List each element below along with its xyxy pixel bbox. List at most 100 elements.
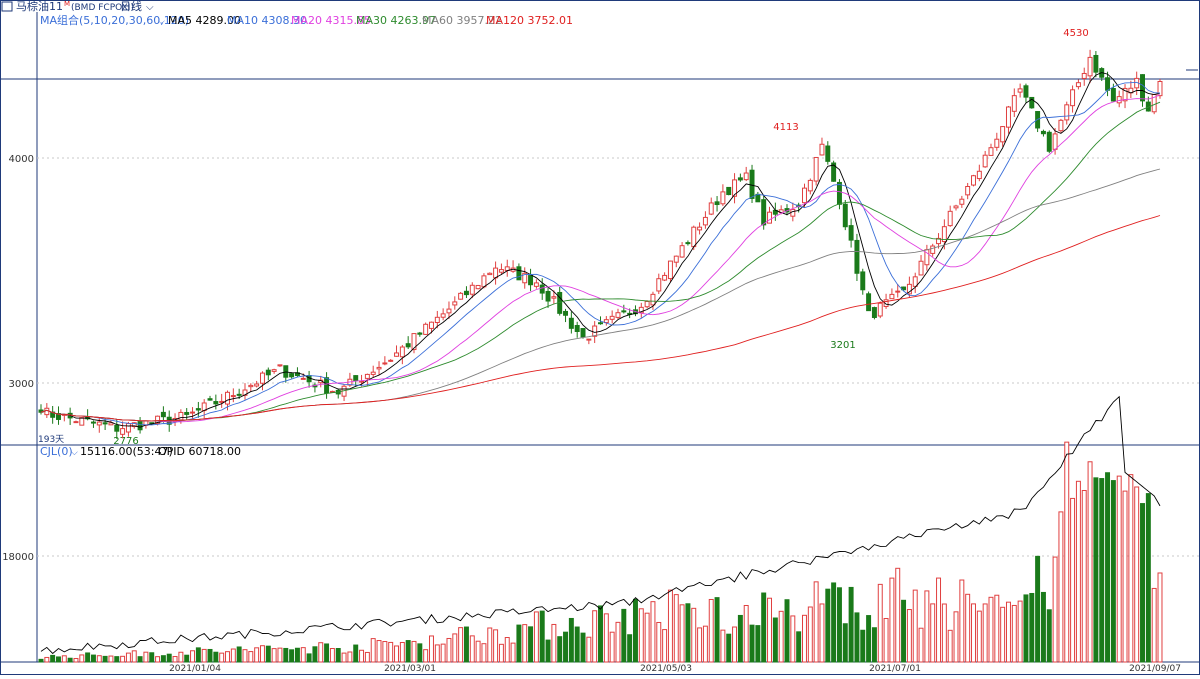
volume-bar <box>609 631 615 663</box>
volume-bar <box>364 651 370 663</box>
window-icon[interactable] <box>1 1 13 12</box>
candle-body <box>493 267 499 279</box>
candle-body <box>1064 104 1070 121</box>
period-selector[interactable]: 日线 <box>120 0 142 13</box>
candle-body <box>1081 72 1087 79</box>
candle-body <box>184 411 190 415</box>
volume-bar <box>481 643 487 663</box>
candle-body <box>976 170 982 180</box>
volume-bar <box>831 582 837 663</box>
volume-bar <box>1075 480 1081 663</box>
candle <box>1000 126 1006 147</box>
candle-body <box>941 226 947 243</box>
candle <box>982 150 988 168</box>
chevron-down-icon[interactable]: ⌵ <box>146 2 154 13</box>
candle-body <box>598 322 603 325</box>
candle <box>376 361 382 375</box>
candle <box>382 356 388 366</box>
candle <box>598 316 603 325</box>
candle-body <box>866 293 872 312</box>
volume-bar <box>1046 609 1052 663</box>
candle <box>609 310 615 324</box>
volume-bar <box>271 648 277 663</box>
volume-bar <box>458 627 464 663</box>
instrument-superscript: M <box>64 0 70 8</box>
cjl-dropdown-icon[interactable]: ⌵ <box>71 448 78 458</box>
volume-bar <box>714 597 720 663</box>
candle <box>207 395 213 401</box>
volume-bar <box>190 650 196 663</box>
candle <box>50 405 56 424</box>
ma-group-label[interactable]: MA组合(5,10,20,30,60,120) <box>40 13 189 27</box>
candle-body <box>481 275 487 288</box>
candle-body <box>1075 82 1081 88</box>
volume-bar <box>487 627 493 663</box>
candle <box>994 132 1000 151</box>
candle-body <box>289 373 295 378</box>
date-tick-0503: 2021/05/03 <box>640 664 692 674</box>
volume-bar <box>108 655 114 663</box>
volume-bar <box>574 626 580 663</box>
volume-bar <box>353 644 359 663</box>
volume-bar <box>953 611 959 663</box>
candle-body <box>102 422 108 425</box>
candle-body <box>574 324 580 332</box>
candle <box>248 383 254 393</box>
volume-bar <box>1064 441 1070 663</box>
candle <box>702 211 708 229</box>
candle <box>871 306 877 320</box>
candle-body <box>50 411 56 418</box>
volume-bar <box>737 614 743 663</box>
candle <box>289 372 295 379</box>
candle <box>1046 130 1052 154</box>
volume-bar <box>1029 592 1035 663</box>
volume-bar <box>994 594 1000 663</box>
candle-body <box>90 421 96 424</box>
candle-body <box>219 400 225 403</box>
ma-dropdown-icon[interactable]: ⌵ <box>158 17 165 27</box>
candle-body <box>56 413 61 420</box>
candle <box>353 375 359 387</box>
volume-bar <box>1017 600 1023 663</box>
candle-body <box>498 269 504 273</box>
volume-bar <box>796 631 802 663</box>
volume-bar <box>615 621 621 663</box>
volume-bar <box>778 610 784 663</box>
volume-bar <box>883 617 889 663</box>
volume-bar <box>848 586 854 663</box>
candle-body <box>230 395 236 398</box>
volume-bar <box>685 603 691 663</box>
volume-bar <box>329 648 335 663</box>
candle <box>417 331 423 337</box>
candle <box>732 173 738 204</box>
candle-body <box>580 328 586 338</box>
volume-bar <box>784 599 790 663</box>
date-tick-0701: 2021/07/01 <box>869 664 921 674</box>
volume-bar <box>720 629 726 663</box>
candle-body <box>434 316 440 324</box>
candle <box>586 338 592 345</box>
candle-body <box>487 272 493 276</box>
ma30-label: MA30 4263.97 <box>356 14 436 27</box>
candle-body <box>836 181 842 205</box>
volume-bar <box>1110 480 1116 663</box>
candle <box>434 310 440 329</box>
candle <box>423 322 429 335</box>
candle-body <box>883 299 889 307</box>
candle <box>825 141 831 165</box>
candle <box>195 401 201 418</box>
cjl-label[interactable]: CJL(0) <box>40 445 73 458</box>
candle-body <box>609 315 615 320</box>
candle-body <box>615 312 621 318</box>
volume-bar <box>598 605 603 663</box>
volume-bar <box>592 610 598 663</box>
candle-body <box>807 179 813 192</box>
candle-body <box>708 202 714 215</box>
volume-bar <box>650 601 656 663</box>
volume-bar <box>504 637 510 663</box>
volume-bar <box>563 631 569 663</box>
candle <box>429 321 434 334</box>
volume-value: 15116.00(53:47) <box>80 445 173 458</box>
ma10-label: MA10 4308.30 <box>227 14 307 27</box>
volume-bar <box>1116 475 1122 663</box>
